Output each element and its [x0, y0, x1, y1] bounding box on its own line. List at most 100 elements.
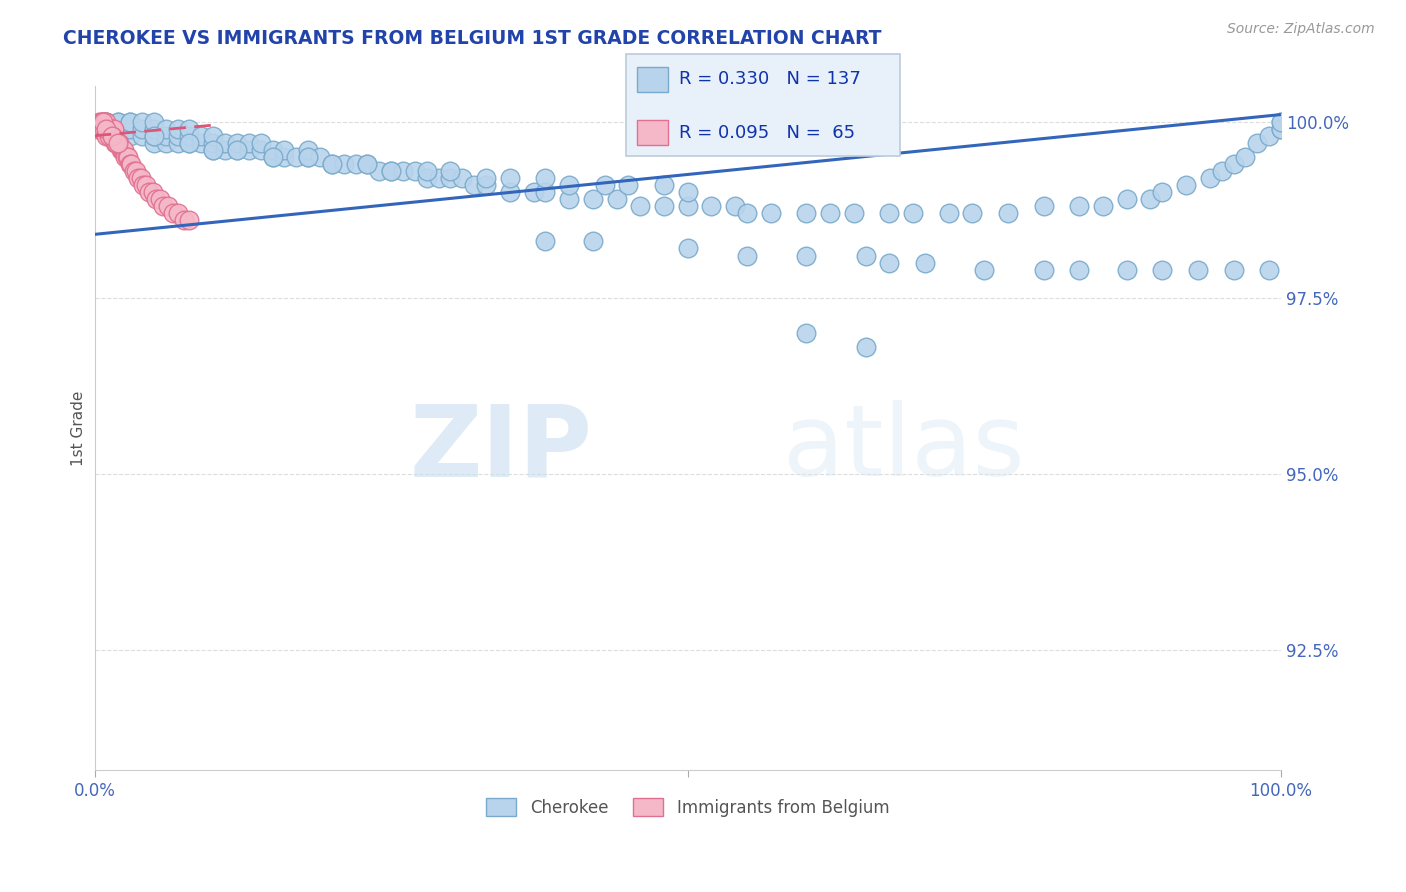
Point	[190, 128, 212, 143]
Point	[110, 143, 132, 157]
Point	[214, 136, 236, 150]
Point	[226, 143, 249, 157]
Point	[855, 340, 877, 354]
Point	[226, 136, 249, 150]
Point	[238, 136, 260, 150]
Point	[107, 114, 129, 128]
Point	[1115, 192, 1137, 206]
Point	[105, 136, 128, 150]
Point	[297, 150, 319, 164]
Y-axis label: 1st Grade: 1st Grade	[72, 391, 86, 466]
Point	[1139, 192, 1161, 206]
Text: R = 0.095   N =  65: R = 0.095 N = 65	[679, 124, 855, 142]
Point	[127, 171, 149, 186]
Point	[91, 114, 114, 128]
Point	[439, 171, 461, 186]
Point	[380, 164, 402, 178]
Point	[997, 206, 1019, 220]
Point	[368, 164, 391, 178]
Point	[914, 255, 936, 269]
Point	[463, 178, 485, 192]
Point	[1246, 136, 1268, 150]
Point	[101, 128, 124, 143]
Point	[249, 136, 271, 150]
Point	[901, 206, 924, 220]
Point	[735, 248, 758, 262]
Point	[759, 206, 782, 220]
Point	[97, 128, 120, 143]
Point	[122, 164, 145, 178]
Point	[190, 136, 212, 150]
Point	[1091, 199, 1114, 213]
Point	[499, 185, 522, 199]
Point	[522, 185, 544, 199]
Legend: Cherokee, Immigrants from Belgium: Cherokee, Immigrants from Belgium	[479, 791, 896, 823]
Point	[321, 157, 343, 171]
Text: Source: ZipAtlas.com: Source: ZipAtlas.com	[1227, 22, 1375, 37]
Point	[202, 143, 225, 157]
Point	[103, 121, 125, 136]
Text: CHEROKEE VS IMMIGRANTS FROM BELGIUM 1ST GRADE CORRELATION CHART: CHEROKEE VS IMMIGRANTS FROM BELGIUM 1ST …	[63, 29, 882, 47]
Point	[89, 114, 111, 128]
Point	[475, 171, 498, 186]
Point	[131, 121, 153, 136]
Point	[142, 121, 165, 136]
Point	[1152, 185, 1174, 199]
Point	[628, 199, 651, 213]
Point	[451, 171, 474, 186]
Point	[818, 206, 841, 220]
Point	[120, 121, 142, 136]
Point	[96, 121, 118, 136]
Point	[416, 171, 439, 186]
Point	[145, 192, 167, 206]
Point	[1222, 157, 1244, 171]
Point	[1234, 150, 1257, 164]
Point	[97, 121, 120, 136]
Point	[96, 114, 118, 128]
Point	[91, 114, 114, 128]
Point	[179, 136, 201, 150]
Point	[135, 178, 157, 192]
Point	[166, 128, 188, 143]
Point	[155, 136, 177, 150]
Point	[593, 178, 616, 192]
Point	[700, 199, 723, 213]
Point	[155, 128, 177, 143]
Point	[1258, 128, 1281, 143]
Point	[98, 121, 121, 136]
Point	[416, 164, 439, 178]
Point	[89, 121, 111, 136]
Point	[90, 114, 112, 128]
Text: atlas: atlas	[783, 401, 1025, 497]
Point	[111, 143, 134, 157]
Point	[202, 143, 225, 157]
Point	[1152, 262, 1174, 277]
Point	[115, 150, 138, 164]
Point	[103, 128, 125, 143]
Point	[262, 150, 284, 164]
Point	[96, 121, 118, 136]
Point	[101, 128, 124, 143]
Point	[96, 128, 118, 143]
Point	[107, 136, 129, 150]
Point	[309, 150, 332, 164]
Point	[1270, 114, 1292, 128]
Point	[558, 192, 581, 206]
Point	[173, 213, 195, 227]
Point	[132, 178, 155, 192]
Point	[179, 136, 201, 150]
Point	[93, 121, 115, 136]
Point	[606, 192, 628, 206]
Point	[93, 121, 115, 136]
Point	[1115, 262, 1137, 277]
Point	[138, 185, 160, 199]
Point	[89, 114, 111, 128]
Point	[321, 157, 343, 171]
Point	[796, 206, 818, 220]
Point	[117, 150, 139, 164]
Point	[238, 143, 260, 157]
Point	[1222, 262, 1244, 277]
Point	[91, 121, 114, 136]
Point	[1270, 121, 1292, 136]
Point	[142, 128, 165, 143]
